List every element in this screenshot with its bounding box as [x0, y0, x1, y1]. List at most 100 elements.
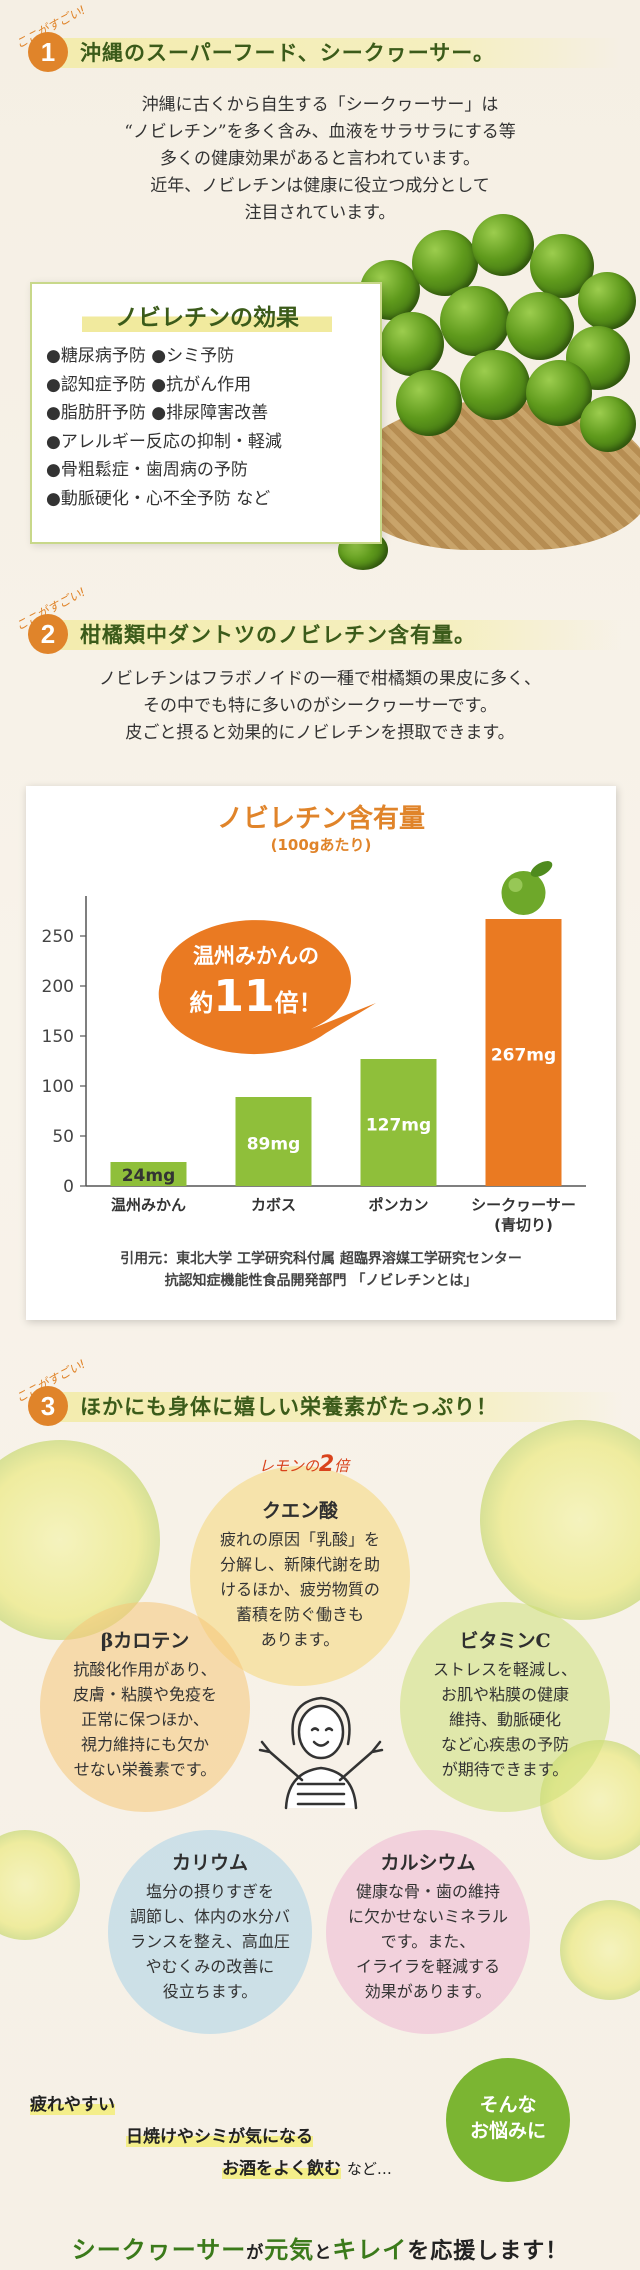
desc-line: が期待できます。 — [441, 1760, 569, 1779]
lime-fruit — [440, 286, 510, 356]
desc-line: 分解し、新陳代謝を助 — [219, 1555, 380, 1574]
nutrient-desc: 疲れの原因「乳酸」を 分解し、新陳代謝を助 けるほか、疲労物質の 蓄積を防ぐ働き… — [190, 1527, 410, 1652]
lime-fruit — [380, 312, 444, 376]
x-category-label: カボス — [251, 1196, 296, 1214]
section3-header: 3 ここがすごい! ほかにも身体に嬉しい栄養素がたっぷり！ — [13, 1357, 622, 1428]
callout-text: 温州みかんの — [193, 944, 319, 968]
desc-line: 調節し、体内の水分バ — [129, 1907, 290, 1926]
worry-item: 日焼けやシミが気になる — [126, 2122, 313, 2147]
desc-line: やむくみの改善に — [145, 1957, 275, 1976]
worry-text: 日焼けやシミが気になる — [126, 2127, 313, 2147]
lime-fruit — [506, 292, 574, 360]
bar — [110, 1162, 187, 1186]
shikuwasa-fruit-icon — [501, 871, 546, 915]
lime-fruit — [578, 272, 636, 330]
closing-part: と — [314, 2243, 333, 2263]
x-category-label: ポンカン — [368, 1196, 428, 1214]
lime-fruit — [472, 214, 534, 276]
desc-line: 皮膚・粘膜や免疫を — [72, 1685, 217, 1704]
citation-line: 引用元：東北大学 工学研究科付属 超臨界溶媒工学研究センター — [120, 1251, 522, 1267]
bar-chart: 0 50 100 150 200 250 24mg 温州みかん 89mg カボス 127mg ポンカン… — [42, 861, 586, 1234]
lime-fruit — [396, 370, 462, 436]
citation-line: 抗認知症機能性食品開発部門 「ノビレチンとは」 — [164, 1273, 478, 1289]
worry-suffix: など… — [346, 2160, 392, 2178]
section1-header: 1 ここがすごい! 沖縄のスーパーフード、シークヮーサー。 — [13, 3, 622, 74]
desc-line: 蓄積を防ぐ働きも — [235, 1605, 364, 1624]
nutrient-desc: ストレスを軽減し、 お肌や粘膜の健康 維持、動脈硬化 など心疾患の予防 が期待で… — [400, 1657, 610, 1782]
desc-line: など心疾患の予防 — [440, 1735, 569, 1754]
effect-item: ●動脈硬化・心不全予防 など — [46, 488, 271, 509]
desc-line: 役立ちます。 — [162, 1982, 258, 2001]
section-title: 柑橘類中ダントツのノビレチン含有量。 — [80, 622, 476, 647]
nutrient-title: ビタミンC — [459, 1630, 551, 1652]
desc-line: 健康な骨・歯の維持 — [355, 1882, 500, 1901]
section-title: ほかにも身体に嬉しい栄養素がたっぷり！ — [80, 1394, 498, 1419]
effect-item: ●アレルギー反応の抑制・軽減 — [46, 431, 282, 452]
lemon-slice-decoration — [0, 1830, 80, 1940]
chart-subtitle: (100gあたり) — [270, 836, 372, 854]
effect-item: ●糖尿病予防 ●シミ予防 — [46, 346, 235, 366]
desc-line: 抗酸化作用があり、 — [73, 1660, 217, 1679]
x-category-label: (青切り) — [494, 1216, 553, 1234]
nutrient-desc: 健康な骨・歯の維持 に欠かせないミネラル です。また、 イライラを軽減する 効果… — [326, 1879, 530, 2004]
citation: 引用元：東北大学 工学研究科付属 超臨界溶媒工学研究センター 抗認知症機能性食品… — [26, 1248, 616, 1292]
nutrient-vitamin-c: ビタミンC ストレスを軽減し、 お肌や粘膜の健康 維持、動脈硬化 など心疾患の予… — [400, 1602, 610, 1812]
desc-line: に欠かせないミネラル — [347, 1907, 508, 1926]
worry-text: お酒をよく飲む — [222, 2159, 341, 2179]
paragraph-line: 多くの健康効果があると言われています。 — [160, 149, 480, 169]
desc-line: イライラを軽減する — [355, 1957, 500, 1976]
section-number-badge: 3 — [28, 1386, 68, 1426]
nobiletin-effects-box: ノビレチンの効果 ●糖尿病予防 ●シミ予防 ●認知症予防 ●抗がん作用 ●脂肪肝… — [30, 282, 382, 544]
paragraph-line: “ノビレチン”を多く含み、血液をサラサラにする等 — [124, 122, 516, 142]
closing-message: シークヮーサーが元気とキレイを応援します！ — [0, 2230, 640, 2265]
section1-paragraph: 沖縄に古くから自生する「シークヮーサー」は “ノビレチン”を多く含み、血液をサラ… — [20, 92, 620, 227]
nutrient-calcium: カルシウム 健康な骨・歯の維持 に欠かせないミネラル です。また、 イライラを軽… — [326, 1830, 530, 2034]
section-number-badge: 1 — [28, 32, 68, 72]
paragraph-line: 皮ごと摂ると効果的にノビレチンを摂取できます。 — [125, 723, 515, 743]
x-category-label: 温州みかん — [111, 1196, 186, 1214]
nobiletin-chart-card: 0 50 100 150 200 250 24mg 温州みかん 89mg カボス 127mg ポンカン… — [26, 786, 616, 1320]
section2-header: 2 ここがすごい! 柑橘類中ダントツのノビレチン含有量。 — [13, 585, 622, 656]
callout-bubble — [158, 920, 376, 1055]
nutrient-title: カルシウム — [380, 1852, 476, 1874]
effects-list: ●糖尿病予防 ●シミ予防 ●認知症予防 ●抗がん作用 ●脂肪肝予防 ●排尿障害改… — [46, 342, 376, 513]
desc-line: けるほか、疲労物質の — [220, 1580, 380, 1599]
desc-line: 疲れの原因「乳酸」を — [219, 1530, 380, 1549]
closing-part: を応援します！ — [407, 2239, 569, 2264]
nutrient-beta-carotene: βカロテン 抗酸化作用があり、 皮膚・粘膜や免疫を 正常に保つほか、 視力維持に… — [40, 1602, 250, 1812]
header-band — [50, 38, 622, 68]
y-tick-label: 100 — [42, 1077, 74, 1097]
effect-item: ●認知症予防 ●抗がん作用 — [46, 374, 252, 395]
lime-fruit — [460, 350, 530, 420]
desc-line: です。また、 — [380, 1932, 476, 1951]
bubble-line: そんな — [479, 2094, 537, 2116]
lemon-2x-badge: レモンの2倍 — [234, 1452, 374, 1477]
effect-item: ●脂肪肝予防 ●排尿障害改善 — [46, 403, 269, 423]
callout-multiplier: 約11倍！ — [189, 971, 322, 1022]
desc-line: 視力維持にも欠か — [80, 1735, 209, 1754]
bubble-line: お悩みに — [469, 2120, 546, 2142]
badge-text: レモンの — [258, 1457, 319, 1475]
closing-part: キレイ — [332, 2236, 408, 2264]
desc-line: あります。 — [260, 1630, 340, 1649]
worry-item: お酒をよく飲む など… — [222, 2154, 392, 2179]
closing-part: シークヮーサー — [71, 2236, 247, 2264]
badge-text: 倍 — [334, 1457, 350, 1475]
nutrient-potassium: カリウム 塩分の摂りすぎを 調節し、体内の水分バ ランスを整え、高血圧 やむくみ… — [108, 1830, 312, 2034]
paragraph-line: 沖縄に古くから自生する「シークヮーサー」は — [141, 95, 499, 115]
bar-value-label: 24mg — [122, 1166, 176, 1186]
y-tick-label: 200 — [42, 977, 74, 997]
happy-person-illustration — [258, 1696, 384, 1810]
bar — [235, 1097, 312, 1186]
desc-line: 正常に保つほか、 — [81, 1710, 209, 1729]
bar-value-label: 127mg — [366, 1116, 431, 1136]
nutrient-title: カリウム — [171, 1852, 248, 1874]
limes-photo — [338, 200, 640, 570]
y-tick-label: 50 — [52, 1127, 74, 1147]
bar — [360, 1059, 437, 1186]
desc-line: ランスを整え、高血圧 — [130, 1932, 290, 1951]
effect-item: ●骨粗鬆症・歯周病の予防 — [46, 460, 248, 480]
bar — [485, 919, 562, 1186]
closing-part: が — [246, 2243, 265, 2263]
